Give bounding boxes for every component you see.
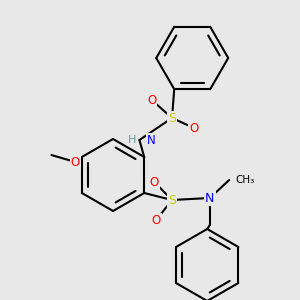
Text: N: N: [147, 134, 155, 146]
Text: O: O: [189, 122, 199, 134]
Text: S: S: [168, 112, 176, 124]
Text: O: O: [70, 155, 80, 169]
Text: O: O: [150, 176, 159, 188]
Text: S: S: [168, 194, 176, 206]
Text: N: N: [205, 191, 214, 205]
Text: CH₃: CH₃: [235, 175, 254, 185]
Text: O: O: [152, 214, 161, 226]
Text: O: O: [147, 94, 156, 106]
Text: H: H: [128, 135, 136, 145]
